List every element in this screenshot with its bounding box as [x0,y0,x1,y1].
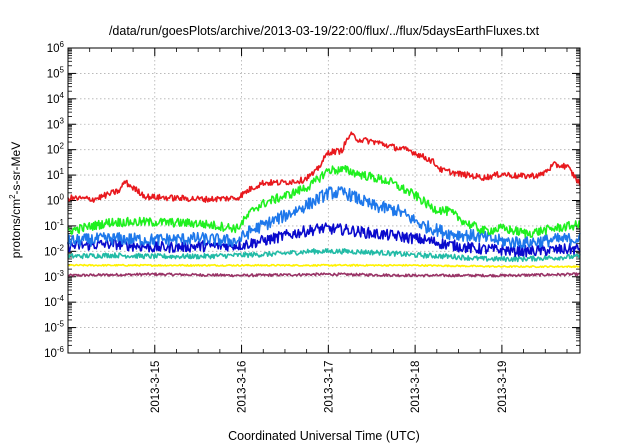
y-tick-label: 10-5 [44,320,64,335]
series-lines [67,131,581,278]
y-axis-label-sup: 2 [8,194,17,199]
x-axis-label: Coordinated Universal Time (UTC) [228,429,420,443]
y-tick-label: 100 [47,193,65,208]
y-tick-label: 10-6 [44,345,64,360]
y-tick-label: 105 [47,65,65,80]
series-line-5 [67,263,581,269]
y-tick-label: 101 [47,167,65,182]
y-tick-label: 103 [47,116,65,131]
x-tick-label: 2013-3-17 [323,361,335,413]
series-line-4 [67,248,581,263]
x-tick-label: 2013-3-16 [237,361,249,413]
plot-frame [67,47,581,354]
y-tick-label: 102 [47,142,65,157]
series-line-6 [67,272,581,278]
x-tick-label: 2013-3-18 [410,361,422,413]
y-tick-label: 10-3 [44,269,64,284]
x-tick-label: 2013-3-15 [150,361,162,413]
y-tick-label: 104 [47,91,65,106]
y-tick-label: 10-2 [44,243,64,258]
series-line-1 [67,165,581,238]
x-tick-label: 2013-3-19 [497,361,509,413]
y-tick-label: 10-1 [44,218,64,233]
y-tick-label: 106 [47,40,65,55]
y-axis-label: protons/cm2-s-sr-MeV [8,142,23,258]
y-axis-label-base: protons/cm [9,199,23,258]
chart-title: /data/run/goesPlots/archive/2013-03-19/2… [109,24,540,38]
x-tick-labels: 2013-3-15 2013-3-16 2013-3-17 2013-3-18 2013… [150,361,509,413]
y-tick-label: 10-4 [44,294,64,309]
series-line-3 [67,222,581,258]
series-line-0 [67,131,581,203]
y-axis-label-rest: -s-sr-MeV [9,142,23,195]
y-tick-labels: 10-6 10-5 10-4 10-3 10-2 10-1 100 101 102 103 104 1… [44,40,64,360]
series-line-2 [67,186,581,249]
